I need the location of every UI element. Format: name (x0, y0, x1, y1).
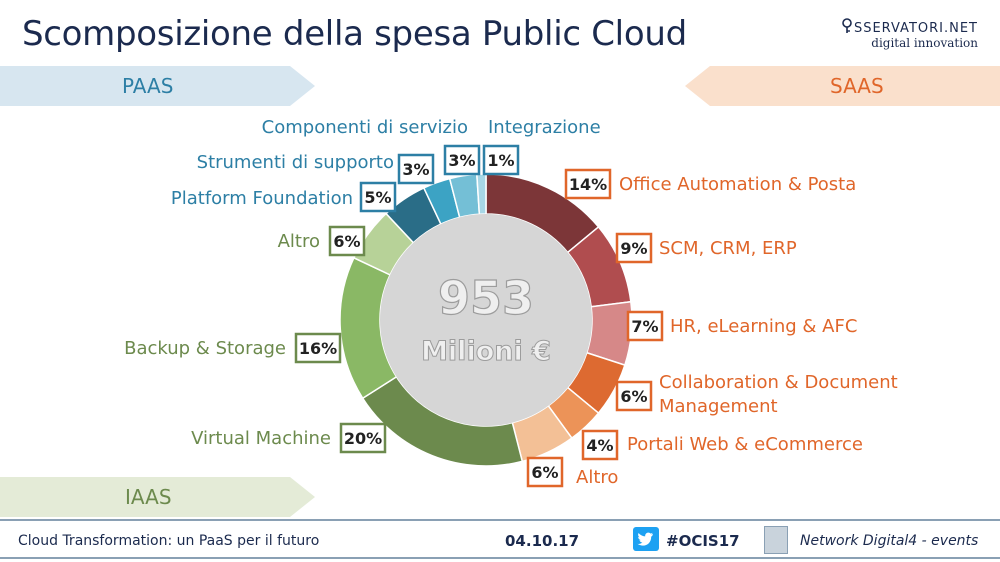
pct-label-3: 6% (620, 387, 647, 406)
slide-title: Scomposizione della spesa Public Cloud (22, 14, 687, 54)
slice-name-3: Collaboration & Document Management (659, 372, 898, 417)
slice-name-4: Portali Web & eCommerce (627, 434, 863, 455)
center-value: 953 (438, 271, 534, 325)
pct-label-2: 7% (631, 317, 658, 336)
pct-label-9: 5% (364, 188, 391, 207)
slice-name-2: HR, eLearning & AFC (670, 316, 857, 337)
logo-text-bottom: digital innovation (871, 36, 978, 50)
footer-divider-bottom (0, 557, 1000, 559)
slice-labels: 14% Office Automation & Posta 9% SCM, CRM, … (124, 117, 898, 488)
slice-name-12: Integrazione (488, 117, 601, 138)
pct-box-8 (328, 225, 366, 257)
paas-banner-label: PAAS (122, 74, 174, 98)
footer-event-title: Cloud Transformation: un PaaS per il fut… (18, 533, 320, 549)
slice-name-1: SCM, CRM, ERP (659, 238, 797, 259)
footer-hashtag: #OCIS17 (666, 532, 740, 550)
footer-network: Network Digital4 - events (800, 533, 979, 549)
slice-name-6: Virtual Machine (191, 428, 331, 449)
pct-label-8: 6% (333, 232, 360, 251)
donut-center (380, 214, 592, 426)
pct-box-1 (615, 232, 653, 264)
pct-label-12: 1% (487, 151, 514, 170)
pct-box-11 (443, 144, 481, 176)
slice-name-11: Componenti di servizio (262, 117, 468, 138)
slice-name-9: Platform Foundation (171, 188, 353, 209)
pct-box-4 (581, 429, 619, 461)
slice-name-10: Strumenti di supporto (197, 152, 394, 173)
saas-banner: SAAS (685, 66, 1000, 106)
key-icon (842, 18, 852, 33)
pct-box-6 (339, 422, 387, 454)
pct-box-9 (359, 181, 397, 213)
pct-box-7 (294, 332, 342, 364)
pct-label-4: 4% (586, 436, 613, 455)
pct-box-12 (482, 144, 520, 176)
footer-date: 04.10.17 (505, 532, 580, 550)
center-unit: Milioni € (421, 336, 551, 367)
spend-donut-chart: 953 Milioni € 14% Office Automation & Pos… (124, 117, 898, 488)
saas-banner-label: SAAS (830, 74, 884, 98)
pct-box-0 (564, 168, 612, 200)
pct-box-5 (526, 456, 564, 488)
slice-name-7: Backup & Storage (124, 338, 286, 359)
slice-name-5: Altro (576, 467, 618, 488)
pct-label-7: 16% (299, 339, 337, 358)
donut-slices (339, 173, 633, 467)
pct-label-1: 9% (620, 239, 647, 258)
iaas-banner-label: IAAS (125, 485, 172, 509)
twitter-icon (633, 527, 659, 551)
network-digital4-icon (764, 526, 788, 554)
pct-label-11: 3% (448, 151, 475, 170)
pct-box-2 (626, 310, 664, 342)
footer: Cloud Transformation: un PaaS per il fut… (0, 522, 1000, 558)
iaas-banner: IAAS (0, 477, 315, 517)
slice-name-0: Office Automation & Posta (619, 174, 856, 195)
slice-name-8: Altro (278, 231, 320, 252)
footer-divider-top (0, 519, 1000, 521)
pct-label-5: 6% (531, 463, 558, 482)
logo-text-top: SSERVATORI.NET (853, 21, 978, 36)
pct-box-3 (615, 380, 653, 412)
pct-label-10: 3% (402, 160, 429, 179)
pct-label-0: 14% (569, 175, 607, 194)
osservatori-logo: SSERVATORI.NET digital innovation (841, 18, 978, 50)
paas-banner: PAAS (0, 66, 315, 106)
pct-box-10 (397, 153, 435, 185)
pct-label-6: 20% (344, 429, 382, 448)
